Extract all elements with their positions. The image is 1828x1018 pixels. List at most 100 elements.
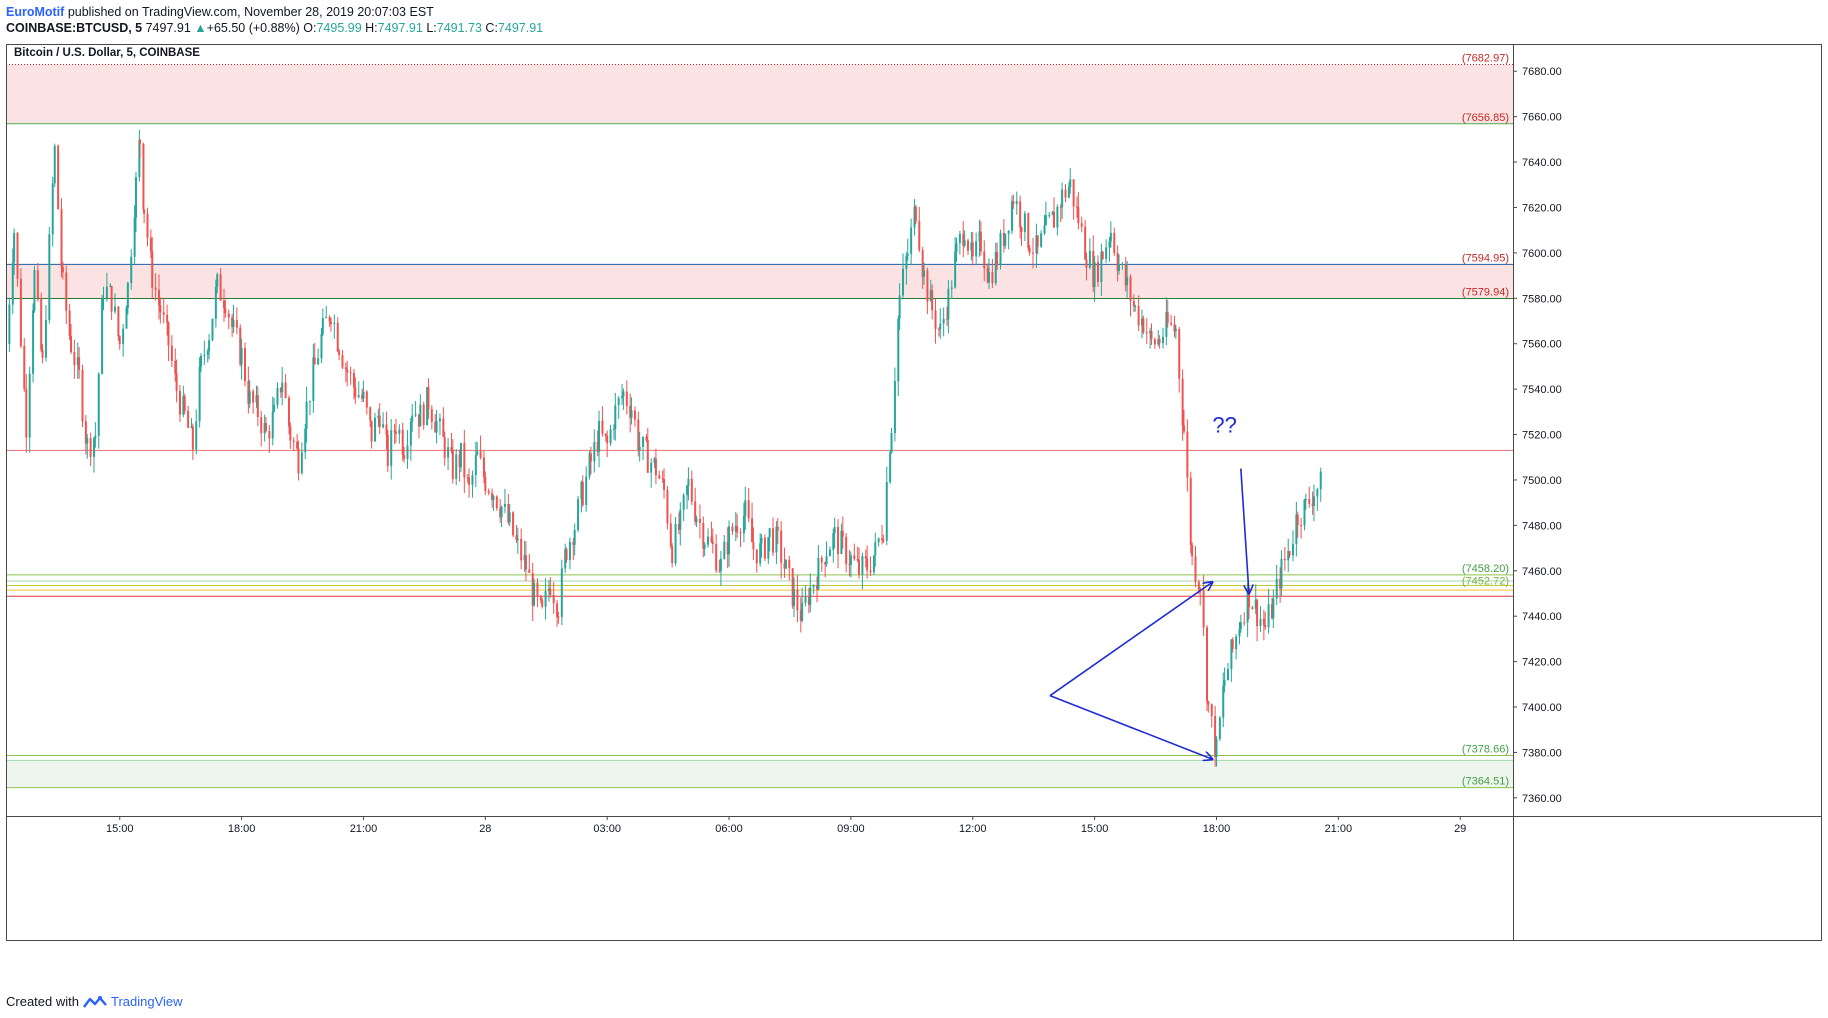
candle-body (533, 582, 536, 606)
chart-frame[interactable]: (7682.97) (7656.85) (7594.95) (7579.94) (745… (6, 44, 1822, 986)
candle (791, 567, 794, 609)
candle-body (349, 372, 352, 374)
candle (872, 555, 875, 575)
candle (377, 408, 380, 427)
candle-body (1092, 250, 1095, 288)
candle (438, 413, 441, 436)
axes-layer: 7360.00 7380.00 7400.00 7420.00 7440.00 7460.… (6, 44, 1822, 941)
candle (443, 431, 446, 466)
candle-body (1181, 378, 1184, 426)
candle (341, 349, 344, 370)
candle-body (1238, 628, 1241, 637)
candle (117, 305, 120, 341)
candle-body (1158, 339, 1161, 344)
candle-body (885, 482, 888, 541)
candle-body (199, 355, 202, 367)
level-price-label: (7452.72) (1462, 575, 1509, 587)
candle-body (338, 351, 341, 356)
candle-body (401, 429, 404, 456)
candle (820, 555, 823, 572)
candle-body (864, 555, 867, 559)
candle-body (484, 477, 487, 492)
candle (44, 305, 47, 362)
candle (617, 396, 620, 419)
candle-body (669, 523, 672, 547)
candle (763, 534, 766, 562)
candle (682, 493, 685, 522)
candle (492, 494, 495, 511)
candle-body (450, 447, 453, 450)
candle-body (897, 318, 900, 382)
candle-body (1283, 559, 1286, 561)
candle (606, 430, 609, 458)
candle (614, 392, 617, 441)
candle-body (101, 298, 104, 375)
candle (751, 502, 754, 543)
candle-body (791, 568, 794, 607)
candle-body (1296, 514, 1299, 526)
candle (268, 425, 271, 454)
candle (654, 448, 657, 484)
candle-body (942, 318, 945, 324)
candle-body (621, 396, 624, 399)
candle (284, 374, 287, 399)
candle-body (1067, 187, 1070, 198)
candle-body (435, 421, 438, 433)
candle-body (224, 308, 227, 314)
candle (728, 520, 731, 567)
candle-body (654, 458, 657, 476)
candle (809, 573, 812, 613)
candle-body (320, 333, 323, 359)
candle (1178, 326, 1181, 393)
candle (828, 546, 831, 557)
price-chart[interactable]: (7682.97) (7656.85) (7594.95) (7579.94) (745… (6, 44, 1822, 986)
candle-body (1027, 213, 1030, 248)
candle (694, 487, 697, 526)
open-value: 7495.99 (316, 21, 362, 35)
candle-body (1088, 250, 1091, 268)
author-name[interactable]: EuroMotif (6, 5, 65, 19)
candle-body (653, 458, 656, 463)
candle (934, 299, 937, 344)
candle (149, 229, 152, 259)
candle (463, 429, 466, 493)
candle-body (1205, 627, 1208, 702)
candle-body (500, 506, 503, 518)
candle-body (1311, 503, 1314, 506)
candle-body (1084, 226, 1087, 260)
candle-body (955, 243, 958, 252)
y-tick-label: 7660.00 (1522, 112, 1562, 124)
candle (482, 450, 485, 484)
candle-body (954, 251, 957, 288)
candle-body (183, 396, 186, 411)
candle-body (36, 270, 39, 299)
candle (1093, 255, 1096, 302)
candle-body (1126, 276, 1129, 286)
candle-body (105, 286, 108, 298)
candle (48, 226, 51, 324)
candle (801, 587, 804, 623)
candle (731, 522, 734, 535)
candle-body (1316, 489, 1319, 497)
candle (1012, 194, 1015, 209)
candle-body (544, 591, 547, 607)
candle-body (352, 373, 355, 388)
y-tick-label: 7440.00 (1522, 611, 1562, 623)
tradingview-link[interactable]: TradingView (110, 994, 183, 1009)
candle (523, 540, 526, 572)
candle-body (373, 417, 376, 442)
candle-body (609, 429, 612, 444)
candle (642, 436, 645, 461)
low-value: 7491.73 (436, 21, 482, 35)
candle-body (837, 526, 840, 555)
tradingview-logo-icon[interactable] (83, 995, 107, 1009)
candle-body (804, 597, 807, 603)
candle (427, 378, 430, 419)
y-tick-label: 7580.00 (1522, 293, 1562, 305)
candle-body (687, 478, 690, 486)
candle (848, 550, 851, 577)
candle-body (84, 421, 87, 444)
y-tick-label: 7460.00 (1522, 566, 1562, 578)
candle (216, 272, 219, 294)
candle-body (1157, 339, 1160, 345)
